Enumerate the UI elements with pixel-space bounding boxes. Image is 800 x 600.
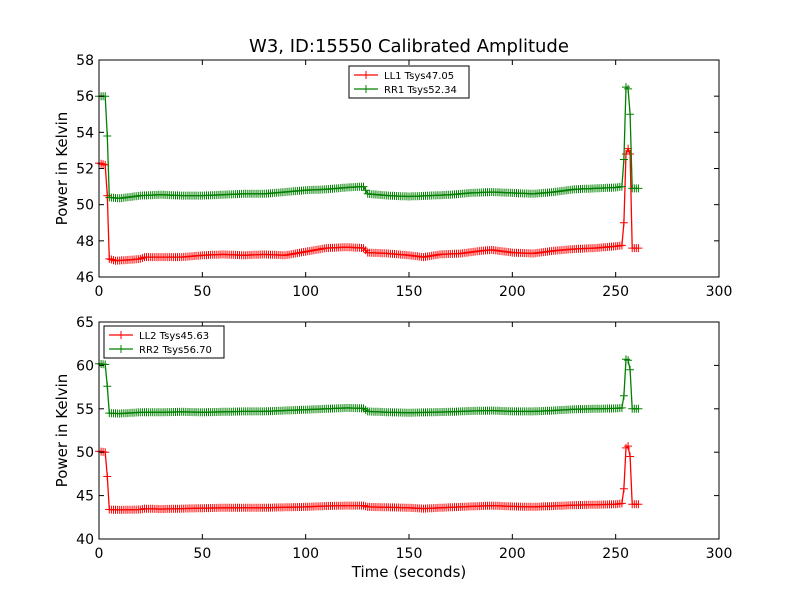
x-tick-label: 50 <box>193 284 211 300</box>
legend: LL1 Tsys47.05 RR1 Tsys52.34 <box>348 65 470 99</box>
x-tick-label: 0 <box>95 284 104 300</box>
x-tick-label: 250 <box>602 284 629 300</box>
y-tick-label: 40 <box>76 532 94 548</box>
y-tick-label: 46 <box>76 270 94 286</box>
legend-box <box>348 65 470 99</box>
series-ll1 <box>95 144 643 265</box>
legend: LL2 Tsys45.63 RR2 Tsys56.70 <box>103 325 225 359</box>
x-axis-label: Time (seconds) <box>351 563 467 581</box>
y-axis-label: Power in Kelvin <box>53 374 71 488</box>
legend-marker <box>362 71 370 79</box>
series-line <box>98 358 639 415</box>
legend-marker <box>362 85 370 93</box>
x-tick-label: 300 <box>706 546 733 562</box>
y-tick-label: 56 <box>76 89 94 105</box>
x-tick-label: 100 <box>292 546 319 562</box>
series-rr2 <box>95 355 643 418</box>
x-tick-label: 150 <box>396 284 423 300</box>
x-tick-label: 100 <box>292 284 319 300</box>
series-markers <box>95 83 643 203</box>
x-tick-label: 150 <box>396 546 423 562</box>
legend-label: RR2 Tsys56.70 <box>139 345 212 356</box>
x-tick-label: 200 <box>499 284 526 300</box>
y-tick-label: 58 <box>76 53 94 69</box>
bottom-chart-panel: 0 50 100 150 200 250 300 40 45 50 55 60 65 Power in K… <box>53 315 732 581</box>
series-ll2 <box>95 442 643 514</box>
legend-box <box>103 325 225 359</box>
series-line <box>99 85 639 199</box>
y-tick-label: 54 <box>76 125 94 141</box>
y-tick-label: 65 <box>76 315 94 331</box>
x-tick-label: 0 <box>95 546 104 562</box>
x-tick-label: 250 <box>602 546 629 562</box>
series-markers <box>95 144 643 265</box>
legend-marker <box>117 331 125 339</box>
y-tick-label: 45 <box>76 489 94 505</box>
legend-label: LL1 Tsys47.05 <box>384 71 454 82</box>
x-tick-label: 50 <box>193 546 211 562</box>
legend-label: RR1 Tsys52.34 <box>384 85 457 96</box>
x-tick-label: 300 <box>706 284 733 300</box>
y-tick-label: 48 <box>76 234 94 250</box>
legend-label: LL2 Tsys45.63 <box>139 331 209 342</box>
series-markers <box>95 442 643 514</box>
legend-marker <box>117 345 125 353</box>
y-tick-label: 50 <box>76 445 94 461</box>
series-line <box>98 444 639 511</box>
y-tick-label: 50 <box>76 198 94 214</box>
chart-title: W3, ID:15550 Calibrated Amplitude <box>249 36 569 57</box>
y-tick-label: 60 <box>76 358 94 374</box>
top-chart-panel: W3, ID:15550 Calibrated Amplitude 0 50 100 1… <box>53 36 732 300</box>
series-line <box>98 146 639 262</box>
series-rr1 <box>95 83 643 203</box>
y-tick-label: 55 <box>76 402 94 418</box>
y-tick-label: 52 <box>76 162 94 178</box>
x-tick-label: 200 <box>499 546 526 562</box>
y-axis-label: Power in Kelvin <box>53 112 71 226</box>
series-markers <box>95 355 643 418</box>
